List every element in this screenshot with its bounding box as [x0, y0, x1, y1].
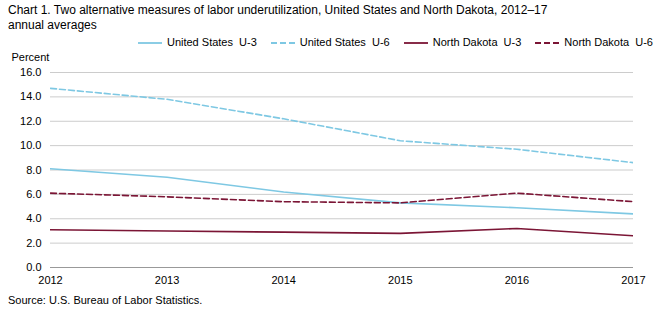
- html-text:Source: U.S. Bureau of Labor S: Source: U.S. Bureau of Labor Statistics.: [8, 294, 203, 306]
- svg-text:2016: 2016: [505, 274, 529, 286]
- html-text:North Dakota U-6: North Dakota U-6: [564, 36, 653, 48]
- html-text:North Dakota U-3: North Dakota U-3: [432, 36, 522, 48]
- svg-text:6.0: 6.0: [26, 188, 41, 200]
- html-text:annual averages: annual averages: [8, 18, 97, 32]
- svg-text:2015: 2015: [388, 274, 412, 286]
- svg-text:2017: 2017: [621, 274, 645, 286]
- svg-text:14.0: 14.0: [20, 90, 41, 102]
- html-text:United States U-6: United States U-6: [299, 36, 390, 48]
- svg-text:0.0: 0.0: [26, 261, 41, 273]
- html-text:United States U-3: United States U-3: [166, 36, 257, 48]
- svg-text:8.0: 8.0: [26, 164, 41, 176]
- svg-text:2014: 2014: [271, 274, 295, 286]
- svg-text:Percent: Percent: [12, 51, 50, 63]
- svg-text:4.0: 4.0: [26, 212, 41, 224]
- svg-text:10.0: 10.0: [20, 139, 41, 151]
- svg-text:2.0: 2.0: [26, 237, 41, 249]
- svg-text:2013: 2013: [155, 274, 179, 286]
- html-text:Chart 1. Two alternative measu: Chart 1. Two alternative measures of lab…: [8, 3, 548, 17]
- svg-text:2012: 2012: [38, 274, 62, 286]
- svg-text:12.0: 12.0: [20, 115, 41, 127]
- svg-text:16.0: 16.0: [20, 66, 41, 78]
